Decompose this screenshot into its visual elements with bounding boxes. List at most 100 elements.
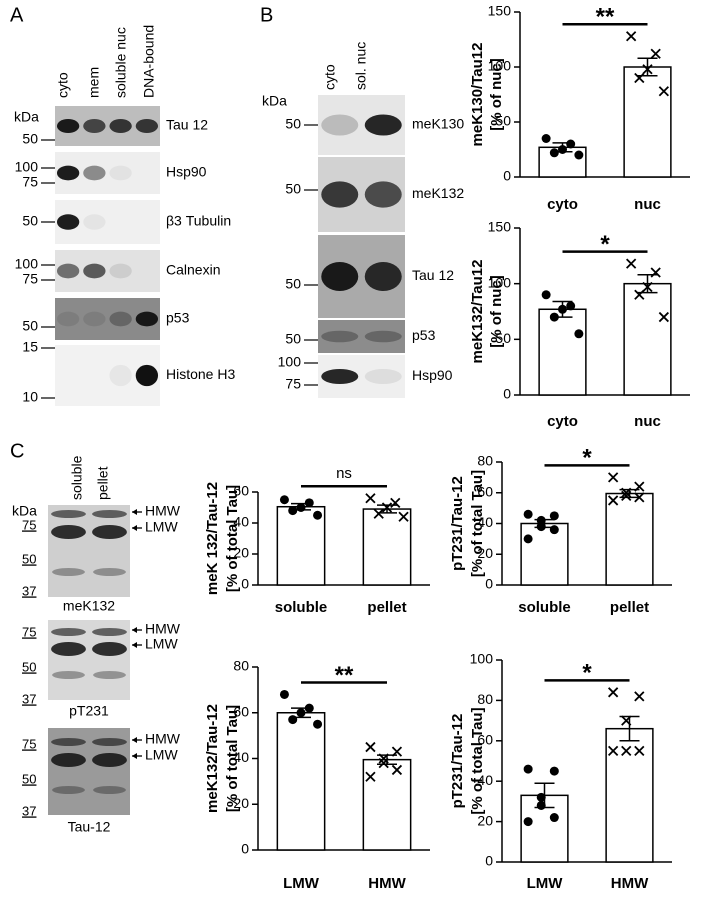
data-point xyxy=(313,719,323,729)
blot-label: β3 Tubulin xyxy=(166,213,231,229)
blot-band xyxy=(109,364,132,387)
mw-label: 10 xyxy=(22,389,38,405)
y-tick-label: 60 xyxy=(233,703,249,719)
blot xyxy=(318,355,405,398)
data-point xyxy=(541,290,551,300)
lane-label: soluble nuc xyxy=(113,27,129,98)
mw-label: 75 xyxy=(285,376,301,392)
data-point xyxy=(536,515,546,525)
bar xyxy=(362,508,412,586)
blot-label: meK132 xyxy=(63,598,115,614)
y-axis-label: [% of total Tau] xyxy=(469,470,486,577)
data-point xyxy=(304,498,314,508)
y-tick-label: 40 xyxy=(477,514,493,530)
mw-label: 50 xyxy=(22,318,38,334)
x-tick-label: soluble xyxy=(275,599,328,616)
data-point xyxy=(288,715,298,725)
mw-label: 50 xyxy=(285,116,301,132)
mw-label: 37 xyxy=(22,691,36,706)
bar xyxy=(520,522,569,586)
mw-label: 37 xyxy=(22,803,36,818)
lane-label: soluble xyxy=(69,455,85,500)
y-axis-label: pT231/Tau-12 xyxy=(449,714,466,809)
y-tick-label: 20 xyxy=(233,795,249,811)
y-tick-label: 40 xyxy=(477,772,493,788)
y-tick-label: 100 xyxy=(488,274,512,290)
significance-label: * xyxy=(582,445,592,472)
y-tick-label: 0 xyxy=(485,576,493,592)
data-point xyxy=(313,510,323,520)
data-point xyxy=(650,267,661,278)
arrow-head xyxy=(132,642,137,648)
y-tick-label: 40 xyxy=(233,514,249,530)
x-tick-label: soluble xyxy=(518,599,571,616)
y-tick-label: 0 xyxy=(241,576,249,592)
blot xyxy=(55,152,160,194)
y-tick-label: 80 xyxy=(233,658,249,674)
significance-label: ** xyxy=(335,662,354,689)
data-point xyxy=(390,497,401,508)
y-tick-label: 0 xyxy=(503,168,511,184)
x-tick-label: nuc xyxy=(634,413,661,430)
data-point xyxy=(536,792,546,802)
lane-label: DNA-bound xyxy=(141,25,157,98)
blot xyxy=(55,298,160,340)
band-label: HMW xyxy=(145,621,181,637)
blot-band xyxy=(52,786,85,794)
mw-label: 37 xyxy=(22,583,36,598)
data-point xyxy=(642,64,653,75)
data-point xyxy=(642,281,653,293)
y-axis-label: [% of total Tau] xyxy=(469,707,486,814)
blot-band xyxy=(109,263,132,279)
blot-band xyxy=(83,214,106,230)
data-point xyxy=(296,708,306,718)
blot-band xyxy=(92,510,127,518)
data-point xyxy=(621,745,632,757)
blot-label: meK132 xyxy=(412,185,464,201)
mw-label: 75 xyxy=(22,517,36,532)
blot xyxy=(48,505,130,597)
blot xyxy=(55,200,160,244)
lane-label: sol. nuc xyxy=(353,42,369,90)
mw-label: 50 xyxy=(22,213,38,229)
y-tick-label: 50 xyxy=(495,330,511,346)
data-point xyxy=(288,506,298,516)
blot-label: meK130 xyxy=(412,116,464,132)
y-tick-label: 150 xyxy=(488,219,512,235)
data-point xyxy=(566,301,576,311)
blot-band xyxy=(92,753,127,767)
mw-label: 50 xyxy=(285,181,301,197)
significance-label: ** xyxy=(596,4,615,31)
mw-label: 50 xyxy=(22,131,38,147)
blot-band xyxy=(109,119,132,133)
y-tick-label: 80 xyxy=(477,691,493,707)
data-point xyxy=(279,495,289,505)
data-point xyxy=(549,511,559,521)
significance-label: * xyxy=(600,231,610,258)
y-axis-label: pT231/Tau-12 xyxy=(449,476,466,571)
x-tick-label: HMW xyxy=(368,875,406,892)
blot-band xyxy=(83,311,106,327)
data-point xyxy=(373,508,384,519)
blot xyxy=(55,345,160,406)
y-axis-label: [% of nuc] xyxy=(488,58,505,131)
band-label: HMW xyxy=(145,503,181,519)
data-point xyxy=(378,757,389,769)
blot-band xyxy=(56,165,80,181)
blot-band xyxy=(93,671,126,679)
y-tick-label: 20 xyxy=(233,545,249,561)
data-point xyxy=(634,289,645,300)
blot-band xyxy=(364,261,402,292)
kda-label: kDa xyxy=(262,93,287,109)
data-point xyxy=(381,502,393,513)
y-tick-label: 0 xyxy=(241,841,249,857)
blot-band xyxy=(92,642,127,656)
panel-letter: B xyxy=(260,4,273,26)
blot-band xyxy=(364,181,402,208)
y-tick-label: 20 xyxy=(477,545,493,561)
data-point xyxy=(549,525,559,535)
data-point xyxy=(574,329,584,339)
data-point xyxy=(621,487,632,498)
data-point xyxy=(549,766,559,776)
data-point xyxy=(574,150,584,160)
